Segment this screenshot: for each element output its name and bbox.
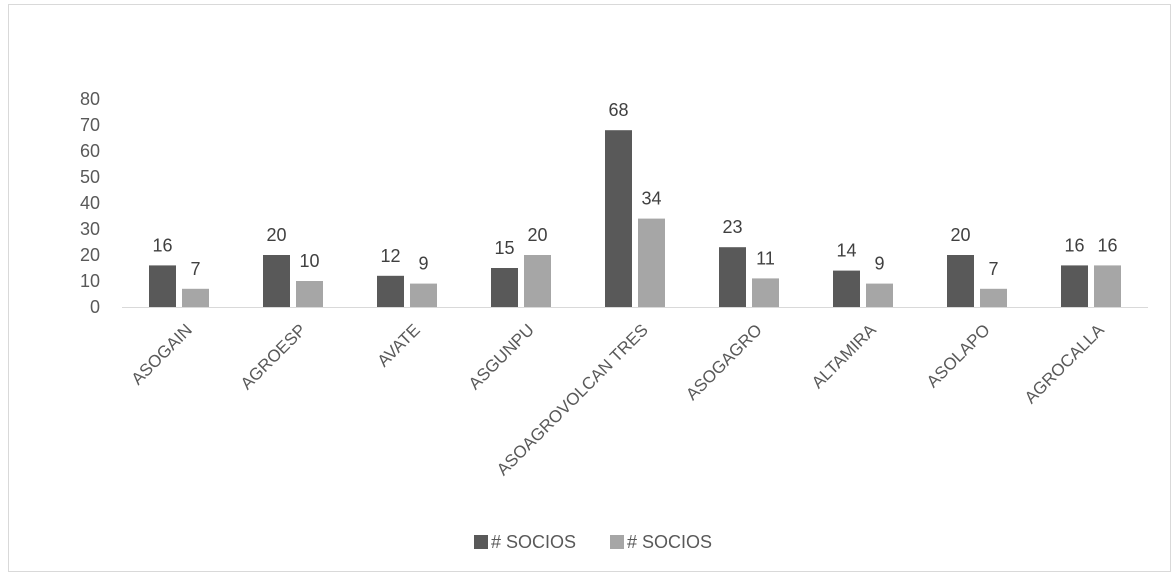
legend-swatch bbox=[474, 535, 488, 549]
data-label: 16 bbox=[1097, 235, 1117, 255]
bar-series-1-3 bbox=[377, 275, 404, 307]
bar-series-1-7 bbox=[833, 270, 860, 307]
bar-series-2-8 bbox=[980, 288, 1007, 307]
bars-group: 16 7 20 10 12 9 15 20 68 34 23 11 14 9 20 7 16 16 bbox=[149, 100, 1121, 307]
data-label: 16 bbox=[152, 235, 172, 255]
category-labels: ASOGAIN AGROESP AVATE ASGUNPUASOAGROVOLCAN … bbox=[128, 320, 1109, 479]
data-label: 9 bbox=[874, 254, 884, 274]
category-label: AGROESP bbox=[237, 320, 310, 393]
data-label: 34 bbox=[641, 189, 661, 209]
y-tick-label: 70 bbox=[80, 115, 100, 135]
bar-series-2-5 bbox=[638, 218, 665, 307]
bar-series-2-3 bbox=[410, 283, 437, 307]
data-label: 12 bbox=[380, 246, 400, 266]
bar-series-1-4 bbox=[491, 268, 518, 307]
data-label: 7 bbox=[988, 259, 998, 279]
y-tick-label: 30 bbox=[80, 219, 100, 239]
y-tick-label: 50 bbox=[80, 167, 100, 187]
bar-series-2-9 bbox=[1094, 265, 1121, 307]
category-label: AGROCALLA bbox=[1021, 320, 1108, 407]
data-label: 16 bbox=[1064, 235, 1084, 255]
bar-series-1-6 bbox=[719, 247, 746, 307]
chart-frame bbox=[8, 4, 1171, 572]
category-label: ASOLAPO bbox=[923, 320, 994, 391]
data-label: 23 bbox=[722, 217, 742, 237]
bar-series-1-5 bbox=[605, 130, 632, 307]
y-tick-label: 20 bbox=[80, 245, 100, 265]
data-label: 20 bbox=[527, 225, 547, 245]
y-tick-label: 60 bbox=[80, 141, 100, 161]
category-label: ASOGAGRO bbox=[682, 320, 766, 404]
y-tick-label: 80 bbox=[80, 89, 100, 109]
bar-series-1-1 bbox=[149, 265, 176, 307]
category-label: ALTAMIRA bbox=[808, 320, 880, 392]
bar-series-2-6 bbox=[752, 278, 779, 307]
bar-series-2-7 bbox=[866, 283, 893, 307]
bar-series-2-1 bbox=[182, 288, 209, 307]
category-label: AVATE bbox=[374, 320, 424, 370]
bar-series-2-4 bbox=[524, 255, 551, 307]
legend-label: # SOCIOS bbox=[491, 532, 576, 552]
y-axis-tick-labels: 0 10 20 30 40 50 60 70 80 bbox=[80, 89, 100, 317]
data-label: 20 bbox=[950, 225, 970, 245]
y-tick-label: 10 bbox=[80, 271, 100, 291]
legend-swatch bbox=[610, 535, 624, 549]
data-label: 68 bbox=[608, 100, 628, 120]
data-label: 11 bbox=[756, 248, 775, 268]
category-label: ASOGAIN bbox=[128, 320, 196, 388]
data-label: 15 bbox=[494, 238, 514, 258]
legend: # SOCIOS # SOCIOS bbox=[474, 532, 712, 552]
data-label: 7 bbox=[190, 259, 200, 279]
category-label: ASGUNPU bbox=[465, 320, 538, 393]
data-label: 14 bbox=[836, 241, 856, 261]
data-label: 10 bbox=[299, 251, 319, 271]
bar-series-1-9 bbox=[1061, 265, 1088, 307]
data-label: 20 bbox=[266, 225, 286, 245]
data-label: 9 bbox=[418, 254, 428, 274]
bar-series-1-2 bbox=[263, 255, 290, 307]
bar-series-2-2 bbox=[296, 281, 323, 307]
legend-label: # SOCIOS bbox=[627, 532, 712, 552]
y-tick-label: 0 bbox=[90, 297, 100, 317]
bar-series-1-8 bbox=[947, 255, 974, 307]
y-tick-label: 40 bbox=[80, 193, 100, 213]
